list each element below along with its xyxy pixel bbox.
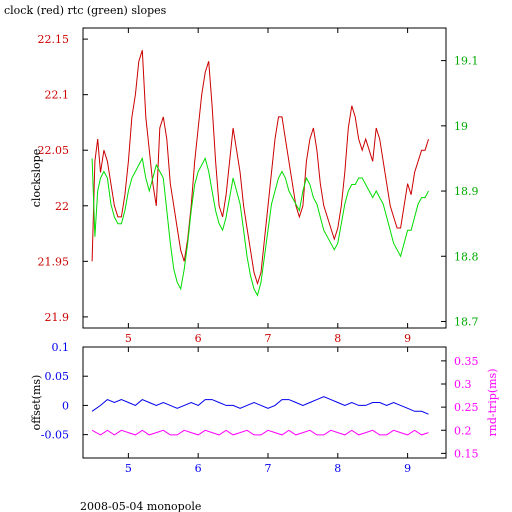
bottom-ylabel: offset(ms) — [30, 375, 43, 431]
top-xtick-label-1: 6 — [195, 332, 202, 345]
bottom-y2tick-label-3: 0.3 — [454, 378, 472, 391]
bottom-ytick-label-0: -0.05 — [41, 429, 69, 442]
bottom-y2tick-label-0: 0.15 — [454, 447, 479, 460]
top-xtick-label-0: 5 — [125, 332, 132, 345]
bottom-y2label: rnd-trip(ms) — [486, 369, 499, 437]
bottom-ytick-label-2: 0.05 — [45, 370, 70, 383]
top-series-0-line — [91, 50, 429, 286]
bottom-y2tick-label-2: 0.25 — [454, 401, 479, 414]
top-ytick-label-1: 21.95 — [38, 255, 70, 268]
bottom-xtick-label-1: 6 — [195, 462, 202, 475]
top-panel: 5 6 7 8 9 21.9 21.95 22 22.05 22.1 22.15 18.7 18.8 18… — [30, 27, 479, 345]
bottom-series-0-line — [91, 396, 429, 415]
bottom-frame — [82, 346, 447, 459]
footer-label: 2008-05-04 monopole — [80, 500, 201, 512]
top-series-1-line — [91, 156, 429, 297]
bottom-series-1-line — [91, 429, 429, 436]
bottom-panel: 5 6 7 8 9 -0.05 0 0.05 0.1 0.15 0.2 0.25 0.3 0.35 offs… — [30, 341, 499, 475]
top-ytick-label-5: 22.15 — [38, 33, 70, 46]
top-y2tick-label-4: 19.1 — [454, 55, 479, 68]
bottom-ytick-label-1: 0 — [62, 399, 69, 412]
top-frame — [82, 27, 447, 329]
top-ytick-label-3: 22.05 — [38, 144, 70, 157]
top-y2tick-label-3: 19 — [454, 120, 468, 133]
top-ytick-label-4: 22.1 — [45, 89, 70, 102]
top-y2tick-label-0: 18.7 — [454, 315, 479, 328]
bottom-xtick-label-3: 8 — [334, 462, 341, 475]
bottom-ytick-label-3: 0.1 — [52, 341, 70, 354]
top-y2tick-label-2: 18.9 — [454, 185, 479, 198]
top-xtick-label-3: 8 — [334, 332, 341, 345]
top-xtick-label-4: 9 — [404, 332, 411, 345]
bottom-y2tick-label-1: 0.2 — [454, 424, 472, 437]
bottom-xtick-label-4: 9 — [404, 462, 411, 475]
top-ytick-label-2: 22 — [55, 200, 69, 213]
chart-title: clock (red) rtc (green) slopes — [4, 4, 167, 17]
top-y2tick-label-1: 18.8 — [454, 250, 479, 263]
bottom-xtick-label-2: 7 — [264, 462, 271, 475]
bottom-y2tick-label-4: 0.35 — [454, 355, 479, 368]
top-xtick-label-2: 7 — [264, 332, 271, 345]
top-ytick-label-0: 21.9 — [45, 311, 70, 324]
bottom-xtick-label-0: 5 — [125, 462, 132, 475]
top-ylabel: clockslope — [30, 149, 43, 207]
